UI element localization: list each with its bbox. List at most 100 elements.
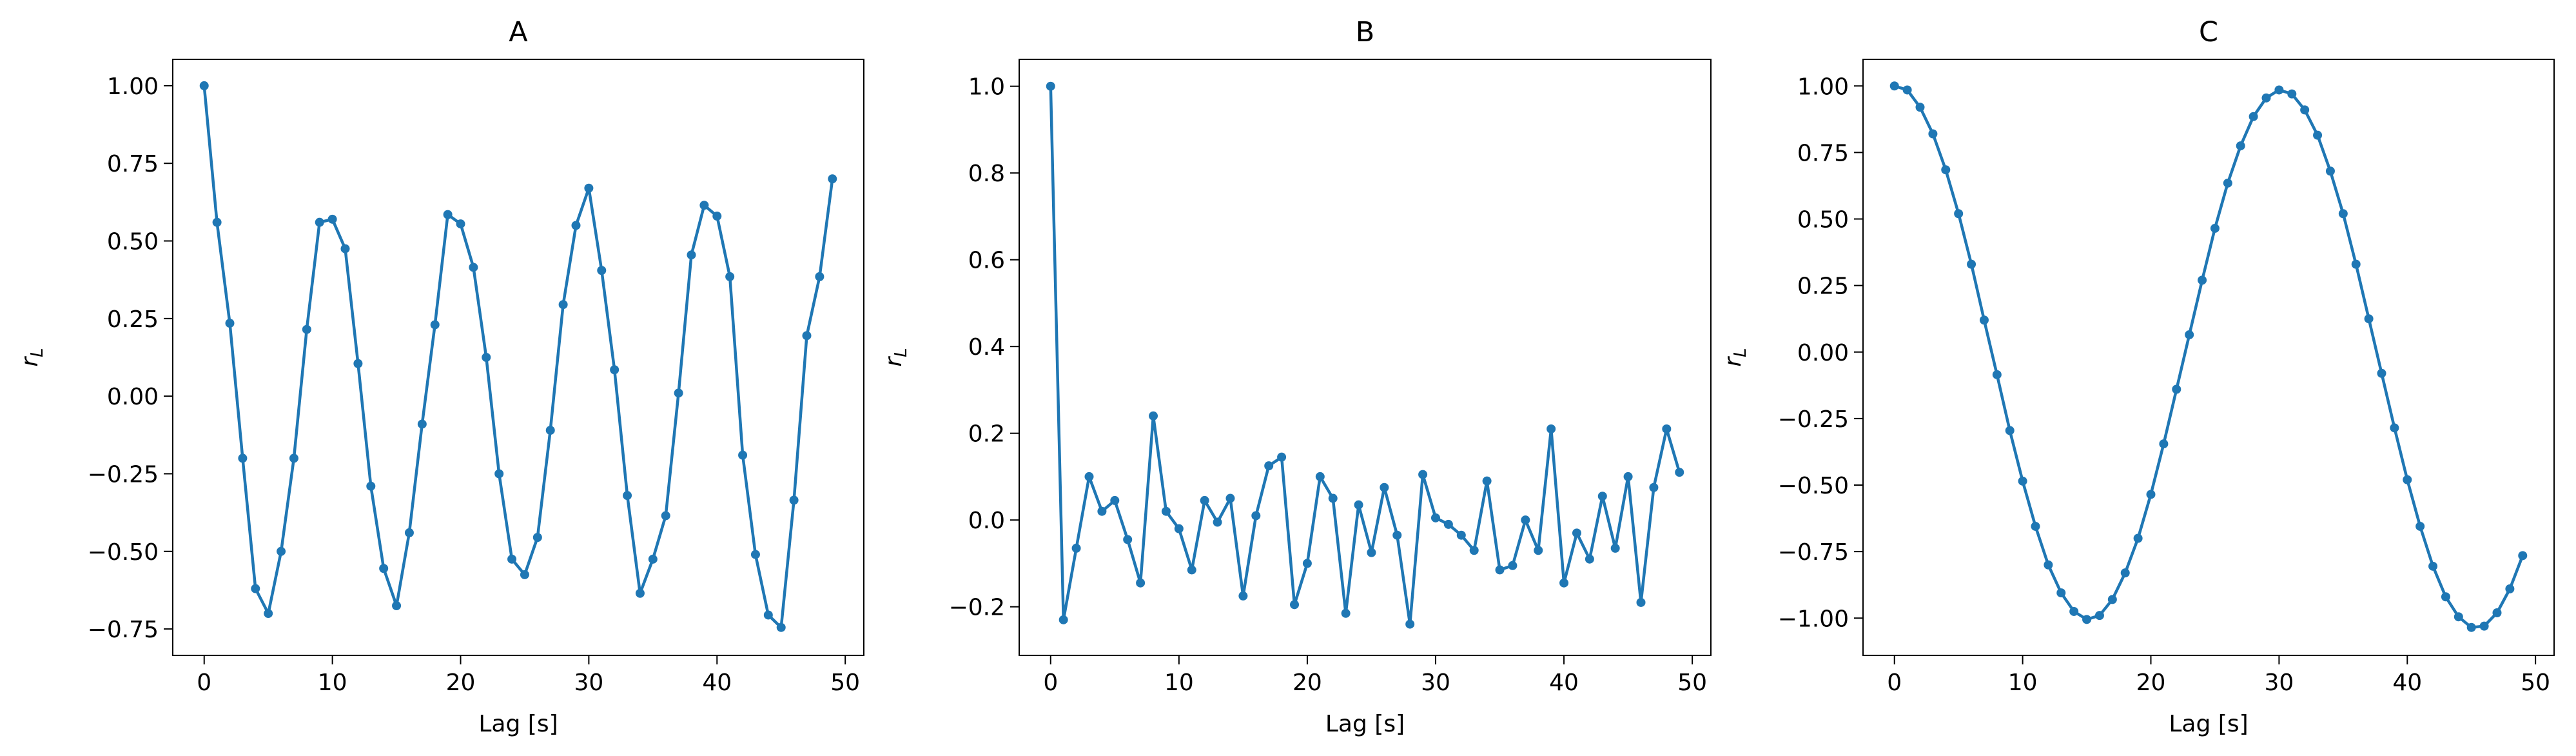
chart-0-series-line [202, 85, 834, 629]
chart-1-data-point [1380, 482, 1389, 492]
chart-2-x-tick-label: 20 [2136, 670, 2166, 696]
chart-1-data-point [1559, 578, 1569, 588]
chart-0-data-point [623, 491, 632, 501]
chart-panel-a: 0 10 20 30 40 50 −0.75 −0.50 −0.25 0.00 0.25 0.50 0.… [17, 16, 864, 737]
chart-1-data-point [1225, 493, 1235, 503]
chart-1-title: B [1356, 16, 1375, 48]
chart-2-y-tick-label: −0.75 [1778, 539, 1849, 566]
chart-1-data-point [1675, 468, 1684, 477]
chart-2-data-point [2120, 568, 2130, 578]
chart-2-data-point [1941, 165, 1951, 175]
chart-1-data-point [1315, 472, 1325, 481]
chart-1-y-axis-label: rL [881, 348, 911, 366]
chart-2-data-point [2146, 490, 2156, 499]
chart-2-x-tick-label: 30 [2264, 670, 2294, 696]
chart-0-data-point [712, 212, 722, 221]
chart-2-data-point [1954, 209, 1964, 219]
chart-2-y-tick-label: 0.50 [1797, 207, 1849, 234]
chart-2-y-tick-label: −1.00 [1778, 606, 1849, 632]
chart-0-data-point [661, 511, 670, 521]
chart-1-data-point [1597, 492, 1607, 501]
chart-0-data-point [443, 210, 453, 219]
chart-1-x-tick-label: 50 [1677, 670, 1707, 696]
chart-0-data-point [251, 584, 260, 593]
chart-0-data-point [482, 353, 491, 362]
chart-1-data-point [1238, 591, 1248, 601]
chart-2-data-point [2300, 105, 2310, 115]
chart-0-data-point [340, 244, 350, 254]
chart-2-data-point [2505, 584, 2515, 593]
chart-2-data-point [2274, 85, 2284, 95]
chart-0-data-point [584, 183, 594, 193]
chart-2-data-point [2044, 560, 2053, 570]
chart-1-x-tick-label: 30 [1421, 670, 1450, 696]
chart-0-y-tick-label: 0.75 [107, 151, 159, 177]
chart-0-y-tick-label: 0.00 [107, 384, 159, 410]
chart-panel-c: 0 10 20 30 40 50 −1.00 −0.75 −0.50 −0.25 0.00 0.25 0… [1720, 16, 2555, 737]
chart-2-data-point [2249, 112, 2258, 121]
chart-2-x-axis-label: Lag [s] [2169, 711, 2248, 737]
chart-2-data-point [1915, 103, 1925, 112]
chart-0-data-point [417, 419, 427, 429]
chart-2-data-point [2377, 368, 2386, 378]
chart-0-data-point [327, 214, 337, 224]
chart-2-data-point [2492, 608, 2502, 617]
chart-0-data-point [199, 81, 209, 90]
chart-1-data-point [1649, 482, 1659, 492]
chart-1-data-point [1430, 513, 1440, 522]
chart-0-data-point [558, 300, 568, 310]
chart-1-data-point [1521, 515, 1530, 525]
chart-2-x-tick-label: 50 [2521, 670, 2550, 696]
chart-1-data-point [1534, 546, 1543, 555]
chart-0-data-point [430, 320, 440, 330]
chart-1-data-point [1547, 424, 1556, 433]
chart-0-data-point [225, 319, 235, 328]
chart-1-data-point [1084, 472, 1094, 481]
chart-2-x-tick-label: 0 [1887, 670, 1902, 696]
chart-1-data-point [1161, 506, 1171, 516]
chart-0-data-point [828, 174, 837, 184]
chart-2-data-point [2236, 141, 2245, 151]
chart-2-data-point [2466, 622, 2476, 632]
chart-0-data-point [507, 554, 517, 564]
chart-0-y-tick-label: −0.50 [88, 539, 159, 566]
chart-2-data-point [2518, 551, 2528, 561]
chart-1-data-point [1367, 548, 1376, 557]
chart-1-data-point [1585, 554, 1594, 564]
chart-0-data-point [725, 272, 735, 281]
chart-1-series-line [1049, 86, 1681, 626]
chart-2-y-tick-label: −0.25 [1778, 406, 1849, 433]
chart-1-x-tick-label: 40 [1549, 670, 1579, 696]
chart-1-y-tick-label: −0.2 [949, 595, 1005, 621]
chart-1-data-point [1456, 530, 1466, 540]
chart-1-data-point [1636, 597, 1646, 607]
chart-1-y-tick-label: 1.0 [968, 74, 1005, 101]
chart-panel-b: 0 10 20 30 40 50 −0.2 0.0 0.2 0.4 0.6 0.8 1.0 B Lag [s… [881, 16, 1712, 737]
chart-2-y-axis-label: rL [1720, 348, 1750, 366]
chart-1-data-point [1302, 559, 1312, 568]
chart-2-data-point [2031, 521, 2040, 531]
chart-1-data-point [1328, 493, 1338, 503]
chart-2-data-point [1928, 129, 1938, 139]
chart-1-y-tick-label: 0.4 [968, 334, 1005, 361]
chart-0-data-point [687, 250, 696, 260]
chart-1-data-point [1610, 543, 1620, 553]
chart-2-data-point [2390, 423, 2399, 433]
chart-2-data-point [2133, 533, 2143, 543]
chart-2-data-point [1979, 315, 1989, 325]
chart-0-data-point [532, 533, 542, 542]
chart-1-data-point [1264, 461, 1274, 471]
chart-0-plot-frame [172, 59, 864, 656]
chart-2-y-tick-label: −0.50 [1778, 473, 1849, 499]
chart-0-data-point [674, 388, 683, 398]
chart-2-data-point [2338, 209, 2348, 219]
chart-2-data-point [2005, 426, 2015, 435]
chart-1-data-point [1123, 535, 1133, 544]
chart-2-title: C [2199, 16, 2218, 48]
chart-2-data-point [1992, 370, 2002, 379]
chart-1-data-point [1405, 619, 1415, 629]
chart-0-data-point [392, 601, 402, 610]
chart-0-data-point [379, 564, 389, 573]
chart-2-data-point [1902, 85, 1912, 95]
